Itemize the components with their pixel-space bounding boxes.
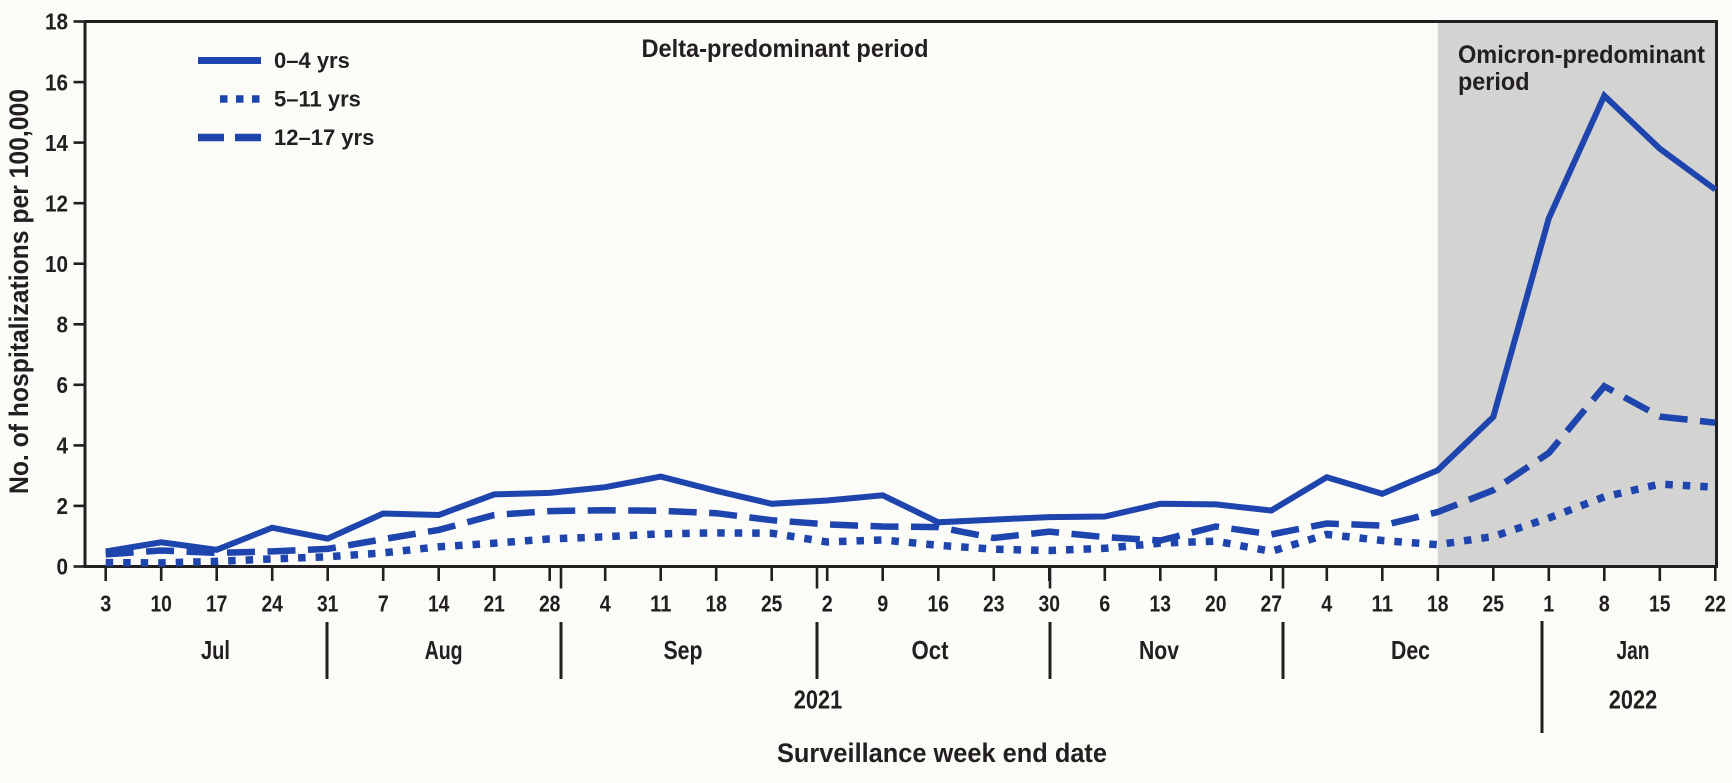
svg-text:period: period xyxy=(1458,68,1530,96)
svg-text:23: 23 xyxy=(983,591,1005,617)
svg-text:0–4 yrs: 0–4 yrs xyxy=(274,48,350,73)
svg-text:20: 20 xyxy=(1205,591,1227,617)
svg-text:17: 17 xyxy=(206,591,228,617)
svg-text:2: 2 xyxy=(57,493,69,519)
svg-text:4: 4 xyxy=(1321,591,1332,617)
svg-text:4: 4 xyxy=(57,433,69,459)
svg-text:18: 18 xyxy=(1427,591,1449,617)
svg-text:12–17 yrs: 12–17 yrs xyxy=(274,125,374,150)
svg-text:Sep: Sep xyxy=(664,635,703,665)
svg-text:16: 16 xyxy=(45,69,68,95)
svg-text:Delta-predominant period: Delta-predominant period xyxy=(642,35,929,63)
svg-text:9: 9 xyxy=(877,591,888,617)
svg-text:0: 0 xyxy=(57,554,69,580)
svg-text:Dec: Dec xyxy=(1391,635,1430,665)
svg-text:21: 21 xyxy=(483,591,505,617)
svg-text:15: 15 xyxy=(1649,591,1671,617)
svg-text:6: 6 xyxy=(57,372,69,398)
svg-text:No. of hospitalizations per 10: No. of hospitalizations per 100,000 xyxy=(4,89,34,494)
svg-text:18: 18 xyxy=(45,9,68,35)
svg-text:Surveillance week end date: Surveillance week end date xyxy=(777,738,1107,768)
svg-text:Nov: Nov xyxy=(1139,635,1179,665)
svg-text:5–11 yrs: 5–11 yrs xyxy=(274,87,361,112)
svg-text:2021: 2021 xyxy=(794,685,843,715)
svg-text:22: 22 xyxy=(1705,591,1727,617)
svg-text:3: 3 xyxy=(100,591,111,617)
svg-text:Oct: Oct xyxy=(912,635,949,665)
svg-text:24: 24 xyxy=(261,591,283,617)
svg-text:4: 4 xyxy=(600,591,611,617)
svg-text:1: 1 xyxy=(1543,591,1554,617)
svg-text:2022: 2022 xyxy=(1609,685,1658,715)
svg-text:25: 25 xyxy=(761,591,783,617)
svg-text:14: 14 xyxy=(45,130,68,156)
svg-text:7: 7 xyxy=(378,591,389,617)
svg-text:2: 2 xyxy=(822,591,833,617)
svg-text:11: 11 xyxy=(1372,591,1394,617)
svg-text:Jan: Jan xyxy=(1617,635,1650,665)
svg-text:10: 10 xyxy=(150,591,172,617)
svg-text:13: 13 xyxy=(1150,591,1172,617)
svg-text:31: 31 xyxy=(317,591,339,617)
svg-text:12: 12 xyxy=(45,190,68,216)
svg-text:10: 10 xyxy=(45,251,68,277)
svg-text:25: 25 xyxy=(1483,591,1505,617)
svg-text:Aug: Aug xyxy=(425,635,463,665)
svg-text:28: 28 xyxy=(539,591,561,617)
svg-text:Omicron-predominant: Omicron-predominant xyxy=(1458,41,1706,69)
svg-text:14: 14 xyxy=(428,591,450,617)
svg-text:Jul: Jul xyxy=(201,635,230,665)
svg-text:8: 8 xyxy=(1599,591,1610,617)
svg-text:11: 11 xyxy=(650,591,672,617)
svg-text:30: 30 xyxy=(1039,591,1061,617)
svg-text:6: 6 xyxy=(1099,591,1110,617)
svg-text:8: 8 xyxy=(57,312,69,338)
svg-text:16: 16 xyxy=(928,591,950,617)
svg-text:18: 18 xyxy=(705,591,727,617)
svg-text:27: 27 xyxy=(1261,591,1283,617)
